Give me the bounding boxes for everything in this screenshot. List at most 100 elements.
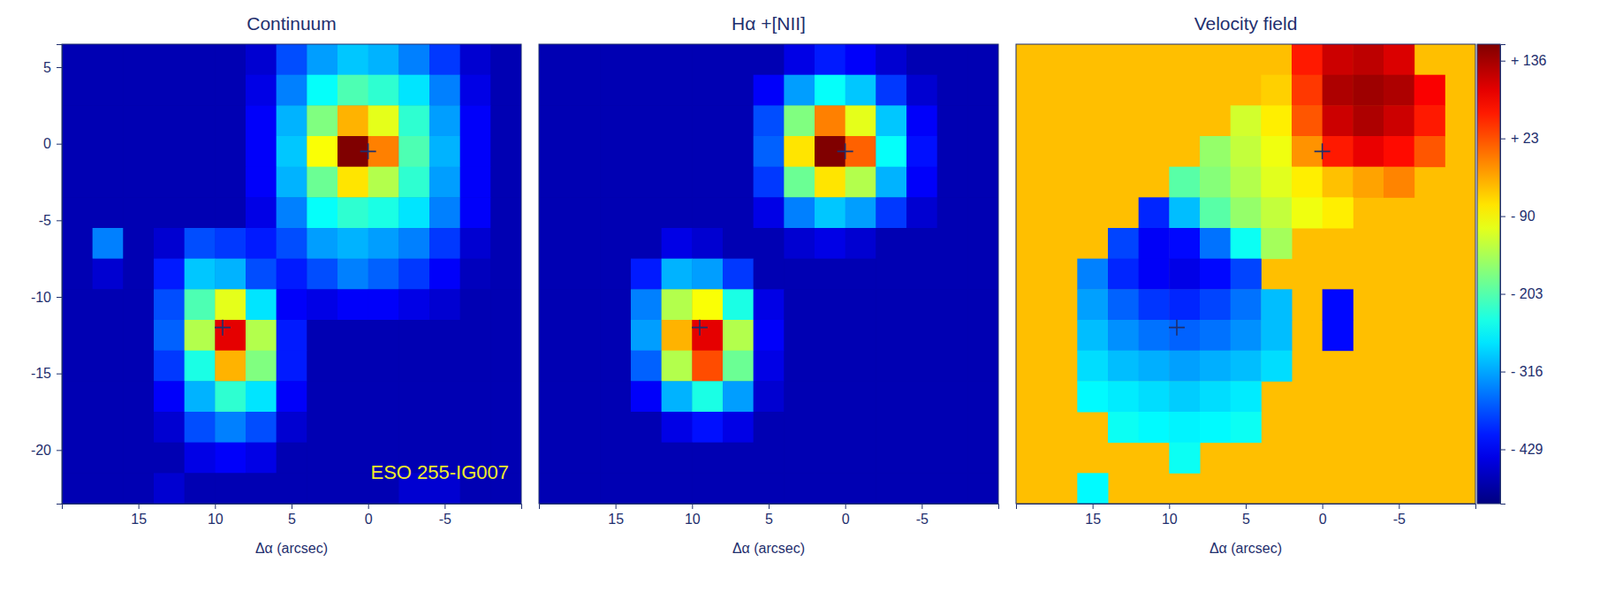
cell	[661, 472, 693, 504]
tick-mark	[56, 373, 62, 375]
tick-mark	[1500, 449, 1506, 451]
cell	[967, 350, 999, 382]
cell	[1138, 258, 1170, 290]
cell	[1352, 166, 1384, 198]
cell	[937, 380, 969, 412]
cell	[460, 75, 492, 107]
cell	[245, 105, 277, 137]
cell	[276, 197, 308, 228]
cell	[783, 380, 815, 412]
cell	[967, 442, 999, 474]
cell	[1107, 380, 1139, 412]
cell	[1260, 227, 1292, 259]
cell	[569, 105, 601, 137]
cell	[661, 411, 693, 443]
cell	[783, 288, 815, 320]
nucleus-cross	[837, 143, 854, 160]
cell	[276, 442, 308, 474]
panel-title: Hα +[NII]	[731, 13, 806, 34]
cell	[599, 105, 631, 137]
cell	[1383, 44, 1415, 76]
cell	[122, 75, 154, 107]
cell	[599, 166, 631, 198]
cell	[599, 258, 631, 290]
cell	[967, 44, 999, 76]
tick-mark	[291, 503, 293, 509]
cell	[599, 472, 631, 504]
tick-mark	[768, 503, 770, 509]
cell	[691, 258, 723, 290]
cell	[875, 319, 907, 351]
tick: -5	[916, 503, 929, 527]
cell	[429, 380, 461, 412]
cell	[906, 197, 938, 228]
cell	[398, 258, 430, 290]
cell	[153, 350, 185, 382]
cell	[122, 227, 154, 259]
cell	[398, 350, 430, 382]
cell	[306, 75, 338, 107]
cell	[245, 44, 277, 76]
cell	[906, 411, 938, 443]
cell	[337, 197, 369, 228]
cell	[661, 136, 693, 167]
cell	[661, 105, 693, 137]
cell	[661, 319, 693, 351]
cell	[538, 44, 570, 76]
cell	[306, 442, 338, 474]
cell	[429, 319, 461, 351]
cell	[490, 75, 522, 107]
cell	[569, 442, 601, 474]
cell	[1260, 166, 1292, 198]
cell	[967, 75, 999, 107]
x-axis-title: Δα (arcsec)	[732, 540, 805, 556]
cell	[184, 136, 216, 167]
tick-label: - 203	[1510, 286, 1544, 302]
tick: + 23	[1500, 130, 1540, 146]
cell	[814, 472, 846, 504]
cell	[92, 350, 124, 382]
cell	[967, 258, 999, 290]
cell	[661, 197, 693, 228]
tick: -5	[439, 503, 452, 527]
cell	[661, 75, 693, 107]
cell	[937, 75, 969, 107]
cell	[630, 75, 662, 107]
cell	[1199, 319, 1231, 351]
cell	[245, 319, 277, 351]
tick-label: -5	[916, 511, 929, 527]
tick: -15	[30, 365, 62, 381]
cell	[490, 288, 522, 320]
cell	[906, 166, 938, 198]
cell	[214, 227, 246, 259]
cell	[1076, 319, 1108, 351]
tick-mark	[1500, 138, 1506, 140]
tick-mark	[56, 67, 62, 69]
cell	[753, 411, 785, 443]
cell	[337, 472, 369, 504]
tick-label: 15	[130, 511, 147, 527]
cell	[569, 44, 601, 76]
cell	[398, 380, 430, 412]
cells	[61, 44, 522, 504]
cell	[906, 227, 938, 259]
cell	[906, 44, 938, 76]
cell	[337, 258, 369, 290]
tick-label: - 429	[1510, 441, 1544, 457]
cell	[845, 380, 877, 412]
cell	[184, 105, 216, 137]
tick-mark	[368, 503, 370, 509]
cell	[245, 136, 277, 167]
tick: - 429	[1500, 441, 1544, 457]
cell	[783, 442, 815, 474]
cell	[967, 227, 999, 259]
cell	[1107, 288, 1139, 320]
tick: 5	[765, 503, 774, 527]
cell	[753, 319, 785, 351]
tick: -20	[30, 442, 62, 458]
tick: 10	[684, 503, 701, 527]
cell	[1322, 319, 1354, 351]
cell	[814, 380, 846, 412]
cell	[429, 75, 461, 107]
cell	[906, 258, 938, 290]
